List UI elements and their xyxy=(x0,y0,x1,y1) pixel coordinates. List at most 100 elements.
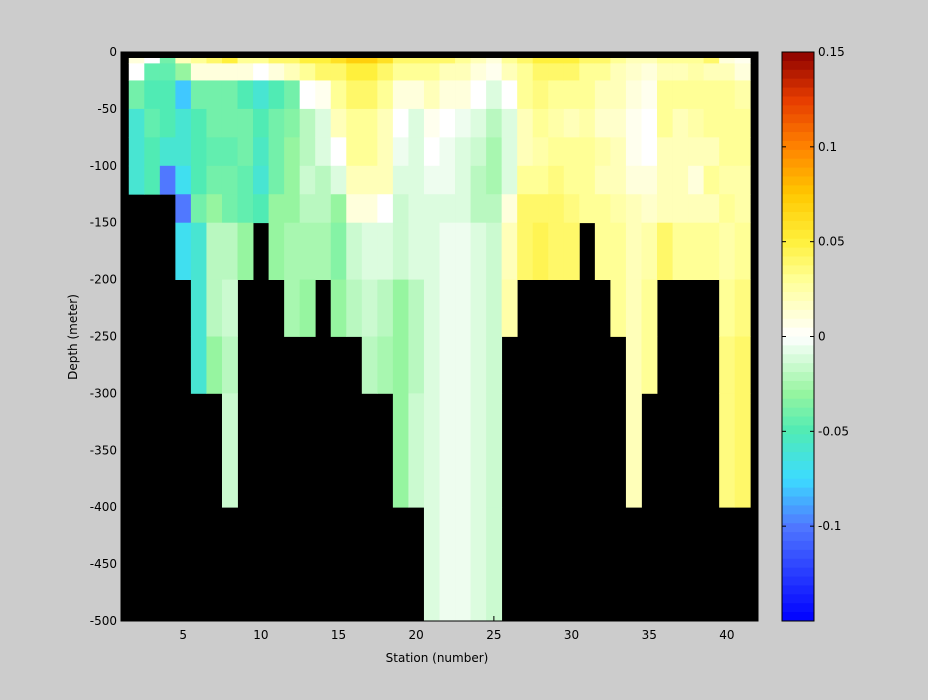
heatmap-cell xyxy=(439,194,456,224)
colorbar-segment xyxy=(782,389,814,400)
heatmap-cell xyxy=(392,63,409,81)
heatmap-cell xyxy=(455,336,471,394)
y-tick-label: -150 xyxy=(90,216,117,230)
colorbar-segment xyxy=(782,380,814,391)
heatmap-cell xyxy=(610,279,627,337)
colorbar-segment xyxy=(782,229,814,240)
heatmap-cell xyxy=(501,279,518,337)
heatmap-cell xyxy=(610,165,627,195)
heatmap-cell xyxy=(625,336,642,394)
heatmap-cell xyxy=(392,222,409,280)
colorbar-segment xyxy=(782,167,814,177)
heatmap-cell xyxy=(206,80,223,110)
heatmap-cell xyxy=(470,108,487,138)
heatmap-cell xyxy=(144,137,161,167)
heatmap-cell xyxy=(144,165,161,195)
heatmap-cell xyxy=(734,393,751,508)
heatmap-cell xyxy=(672,165,689,195)
heatmap-cell xyxy=(594,194,611,224)
heatmap-cell xyxy=(268,108,285,138)
heatmap-cell xyxy=(719,137,736,167)
colorbar-segment xyxy=(782,585,814,595)
heatmap-cell xyxy=(361,108,378,138)
heatmap-cell xyxy=(486,393,503,508)
heatmap-cell xyxy=(284,194,301,224)
heatmap-cell xyxy=(594,222,611,280)
heatmap-cell xyxy=(377,279,394,337)
heatmap-cell xyxy=(719,80,736,110)
heatmap-cell xyxy=(703,194,720,224)
colorbar-tick-label: -0.1 xyxy=(818,519,841,533)
y-tick-label: -300 xyxy=(90,386,117,400)
heatmap-cell xyxy=(423,137,440,167)
heatmap-cell xyxy=(688,165,705,195)
heatmap-cell xyxy=(625,279,642,337)
heatmap-cell xyxy=(625,165,642,195)
colorbar-segment xyxy=(782,354,814,364)
colorbar-segment xyxy=(782,149,814,160)
heatmap-plot-area xyxy=(121,52,758,622)
heatmap-cell xyxy=(610,222,627,280)
heatmap-cell xyxy=(672,194,689,224)
heatmap-cell xyxy=(657,137,673,167)
heatmap-cell xyxy=(392,194,409,224)
colorbar-segment xyxy=(782,469,814,480)
colorbar-segment xyxy=(782,309,814,320)
heatmap-cell xyxy=(455,108,471,138)
heatmap-cell xyxy=(315,165,332,195)
colorbar-segment xyxy=(782,612,814,622)
colorbar-segment xyxy=(782,220,814,231)
colorbar-segment xyxy=(782,283,814,293)
heatmap-cell xyxy=(128,165,145,195)
heatmap-cell xyxy=(734,279,751,337)
heatmap-cell xyxy=(548,194,565,224)
heatmap-cell xyxy=(455,279,471,337)
heatmap-cell xyxy=(439,507,456,622)
heatmap-cell xyxy=(237,165,254,195)
heatmap-cell xyxy=(625,137,642,167)
heatmap-cell xyxy=(237,222,254,280)
heatmap-cell xyxy=(688,108,705,138)
y-tick-label: -400 xyxy=(90,500,117,514)
heatmap-cell xyxy=(175,137,192,167)
heatmap-cell xyxy=(128,63,145,81)
heatmap-cell xyxy=(734,63,751,81)
heatmap-cell xyxy=(455,393,471,508)
heatmap-cell xyxy=(346,194,363,224)
colorbar-segment xyxy=(782,60,814,71)
x-axis-label: Station (number) xyxy=(386,651,489,665)
heatmap-cell xyxy=(610,137,627,167)
heatmap-cell xyxy=(221,336,238,394)
heatmap-cell xyxy=(439,336,456,394)
heatmap-cell xyxy=(703,165,720,195)
heatmap-cell xyxy=(408,279,425,337)
heatmap-cell xyxy=(408,63,425,81)
colorbar-segment xyxy=(782,274,814,284)
heatmap-cell xyxy=(175,108,192,138)
heatmap-cell xyxy=(486,165,503,195)
colorbar-segment xyxy=(782,460,814,471)
heatmap-cell xyxy=(734,222,751,280)
heatmap-cell xyxy=(579,63,596,81)
heatmap-cell xyxy=(237,137,254,167)
heatmap-cell xyxy=(190,108,207,138)
colorbar-segment xyxy=(782,69,814,80)
heatmap-cell xyxy=(377,108,394,138)
colorbar-tick-label: 0 xyxy=(818,330,826,344)
heatmap-cell xyxy=(392,336,409,394)
heatmap-cell xyxy=(579,165,596,195)
heatmap-cell xyxy=(361,165,378,195)
heatmap-cell xyxy=(206,165,223,195)
heatmap-cell xyxy=(128,108,145,138)
colorbar-segment xyxy=(782,78,814,89)
colorbar-segment xyxy=(782,407,814,418)
heatmap-cell xyxy=(688,80,705,110)
heatmap-cell xyxy=(330,279,347,337)
heatmap-cell xyxy=(501,194,518,224)
heatmap-cell xyxy=(641,63,658,81)
colorbar-segment xyxy=(782,203,814,213)
heatmap-cell xyxy=(377,336,394,394)
colorbar-segment xyxy=(782,194,814,204)
heatmap-cell xyxy=(610,194,627,224)
heatmap-cell xyxy=(688,137,705,167)
